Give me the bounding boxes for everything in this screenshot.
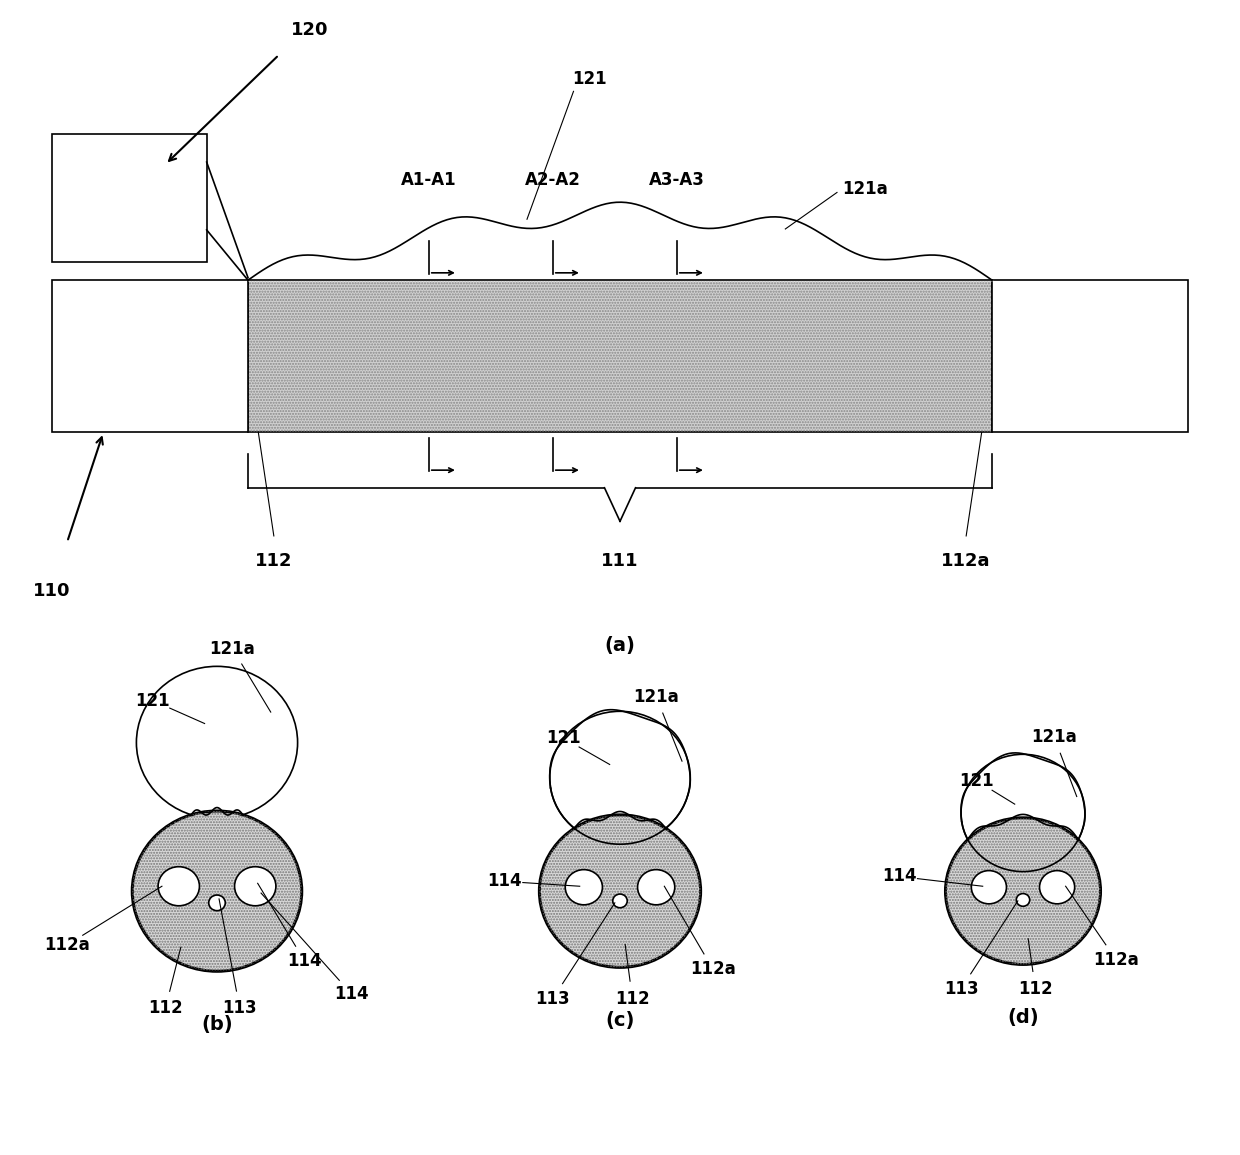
Text: 112a: 112a [691,960,735,978]
Text: 112: 112 [148,999,182,1018]
Text: 114: 114 [288,953,322,970]
Bar [52,134,207,262]
Bar [992,281,1188,432]
Circle shape [234,866,277,906]
Circle shape [549,711,691,844]
Bar [248,281,992,432]
Text: 112a: 112a [941,552,991,569]
Text: 114: 114 [334,985,368,1003]
Text: 121: 121 [572,70,606,88]
Text: 111: 111 [601,552,639,569]
Text: 112: 112 [1018,979,1053,998]
Text: 112: 112 [255,552,293,569]
Text: 113: 113 [222,999,257,1018]
Bar [248,281,992,432]
Bar [52,281,248,432]
Text: 121a: 121a [1032,728,1076,746]
Text: (d): (d) [1007,1008,1039,1028]
Circle shape [637,870,675,904]
Circle shape [1017,894,1029,907]
Circle shape [208,895,226,910]
Text: 112a: 112a [1094,951,1138,969]
Text: 114: 114 [487,872,522,891]
Circle shape [539,815,701,968]
Text: 113: 113 [536,990,570,1007]
Circle shape [136,666,298,819]
Text: 121: 121 [546,729,580,747]
Circle shape [565,870,603,904]
Text: 121a: 121a [210,640,255,657]
Text: (a): (a) [605,636,635,655]
Text: 110: 110 [33,582,71,599]
Text: (c): (c) [605,1012,635,1030]
Text: A3-A3: A3-A3 [649,171,704,188]
Circle shape [159,866,200,906]
Text: 114: 114 [882,867,916,886]
Circle shape [613,894,627,908]
Text: 121a: 121a [842,180,888,198]
Text: A1-A1: A1-A1 [401,171,456,188]
Text: 121: 121 [135,692,170,709]
Text: A2-A2: A2-A2 [525,171,580,188]
Circle shape [971,871,1007,904]
Text: 112a: 112a [45,936,91,954]
Circle shape [961,754,1085,872]
Text: 113: 113 [944,979,978,998]
Text: 120: 120 [291,22,329,39]
Circle shape [1039,871,1075,904]
Text: 121a: 121a [634,687,680,706]
Circle shape [945,818,1101,964]
Circle shape [133,811,301,971]
Text: (b): (b) [201,1015,233,1034]
Text: 112: 112 [615,990,650,1007]
Text: 121: 121 [960,772,993,790]
